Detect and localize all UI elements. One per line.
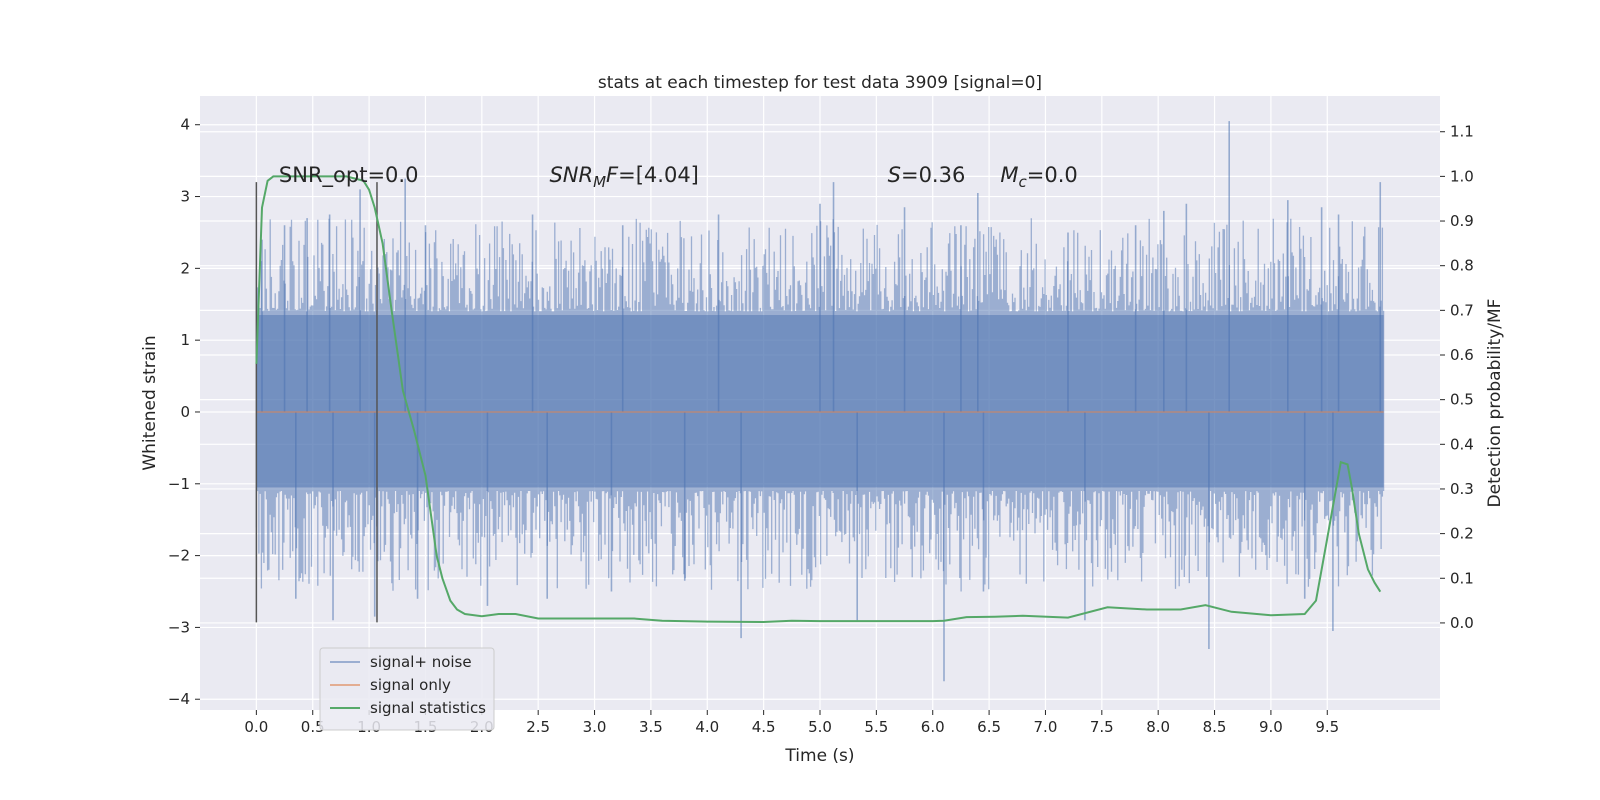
x-tick-label: 2.5 [526,718,550,736]
y-tick-label: −3 [168,618,190,636]
legend: signal+ noise signal only signal statist… [319,647,495,731]
y2-tick-label: 0.3 [1450,480,1474,498]
x-tick-label: 5.0 [808,718,832,736]
annotation: Mc=0.0 [1000,163,1077,191]
y2-tick-label: 0.7 [1450,301,1474,319]
x-tick-label: 4.0 [695,718,719,736]
legend-label-noise: signal+ noise [370,653,472,671]
series-layer [255,121,1385,682]
y-tick-label: 4 [180,116,190,134]
y-tick-label: 3 [180,188,190,206]
annotations: SNR_opt=0.0 SNRMF=[4.04] S=0.36 Mc=0.0 [279,163,1078,191]
x-tick-label: 4.5 [752,718,776,736]
y2-tick-label: 1.1 [1450,123,1474,141]
y-axis-label: Whitened strain [140,335,160,470]
annotation: S=0.36 [888,163,966,187]
x-tick-label: 8.0 [1146,718,1170,736]
x-tick-label: 6.0 [921,718,945,736]
x-tick-label: 7.5 [1090,718,1114,736]
y-tick-label: 1 [180,331,190,349]
y2-tick-label: 0.0 [1450,614,1474,632]
legend-box [319,647,495,731]
y2-tick-label: 0.1 [1450,569,1474,587]
x-tick-label: 0.0 [244,718,268,736]
y2-tick-label: 0.9 [1450,212,1474,230]
annotation: SNR_opt=0.0 [279,163,419,188]
annotation: SNRMF=[4.04] [549,163,698,191]
y-tick-label: −1 [168,475,190,493]
x-tick-label: 8.5 [1203,718,1227,736]
x-tick-label: 9.5 [1315,718,1339,736]
legend-label-signal: signal only [370,676,451,694]
x-tick-label: 3.5 [639,718,663,736]
y2-tick-label: 0.2 [1450,525,1474,543]
x-tick-label: 3.0 [583,718,607,736]
chart-title: stats at each timestep for test data 390… [598,73,1042,93]
y-tick-label: −2 [168,547,190,565]
x-axis-label: Time (s) [784,746,854,766]
y2-tick-label: 1.0 [1450,167,1474,185]
y2-tick-label: 0.5 [1450,391,1474,409]
y2-tick-label: 0.8 [1450,257,1474,275]
y2-tick-label: 0.4 [1450,435,1474,453]
y2-tick-label: 0.6 [1450,346,1474,364]
y-tick-label: 0 [180,403,190,421]
y-tick-label: −4 [168,690,190,708]
y-tick-label: 2 [180,259,190,277]
signal-statistics-line [255,175,1382,624]
legend-label-stats: signal statistics [370,699,486,717]
x-tick-label: 5.5 [864,718,888,736]
x-tick-label: 9.0 [1259,718,1283,736]
x-tick-label: 6.5 [977,718,1001,736]
y2-axis-label: Detection probability/MF [1485,299,1505,508]
x-tick-label: 7.0 [1034,718,1058,736]
x-tick-label: 0.5 [301,718,325,736]
